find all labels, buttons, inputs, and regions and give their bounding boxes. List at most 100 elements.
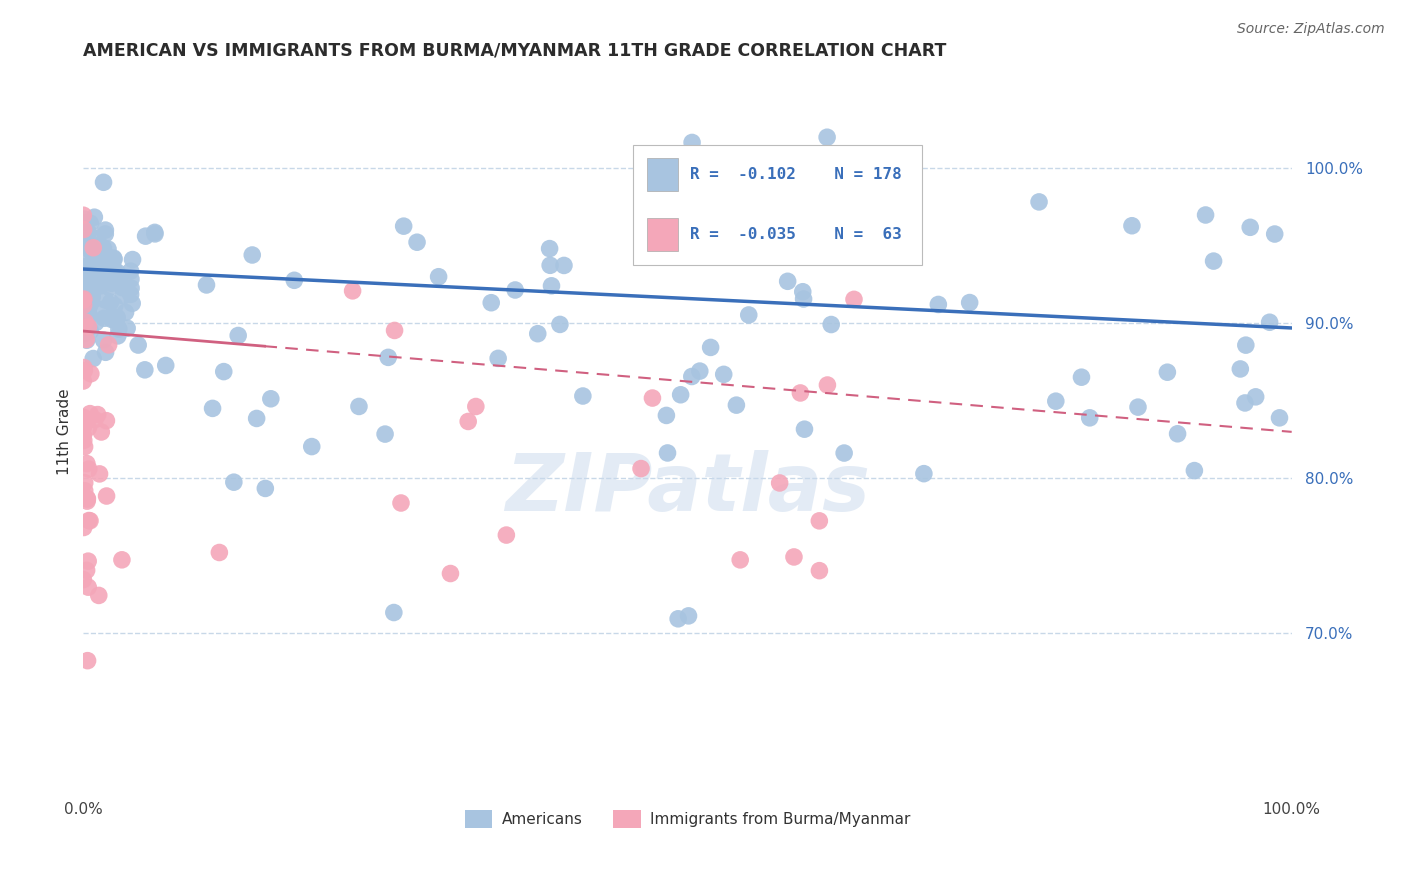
Point xyxy=(100,312,122,326)
Point xyxy=(84,274,107,288)
Point xyxy=(83,261,105,276)
Point xyxy=(1121,219,1143,233)
Point xyxy=(439,566,461,581)
Point xyxy=(72,374,94,388)
Point xyxy=(479,295,502,310)
Point xyxy=(112,289,135,303)
Point xyxy=(793,292,815,306)
Point xyxy=(143,227,166,241)
Point xyxy=(1045,394,1067,409)
Point xyxy=(73,292,96,306)
Point xyxy=(76,333,98,347)
Point xyxy=(240,248,263,262)
Point xyxy=(83,257,105,271)
Point xyxy=(374,427,396,442)
Point xyxy=(93,175,115,189)
Point xyxy=(155,359,177,373)
Point xyxy=(80,367,103,381)
Point xyxy=(73,212,96,227)
Point xyxy=(103,252,125,267)
Point xyxy=(77,307,100,321)
Point xyxy=(959,295,981,310)
Point xyxy=(82,230,104,244)
Legend: Americans, Immigrants from Burma/Myanmar: Americans, Immigrants from Burma/Myanmar xyxy=(458,804,917,834)
Point xyxy=(720,235,742,250)
Point xyxy=(1182,464,1205,478)
Point xyxy=(73,520,96,534)
Point xyxy=(681,369,703,384)
Text: R =  -0.102    N = 178: R = -0.102 N = 178 xyxy=(690,168,901,182)
Point xyxy=(713,368,735,382)
Point xyxy=(82,290,104,304)
Point xyxy=(120,281,142,295)
Point xyxy=(108,274,131,288)
Point xyxy=(79,216,101,230)
Point xyxy=(96,489,118,503)
Point xyxy=(111,281,134,295)
Point xyxy=(72,420,94,434)
Point xyxy=(89,238,111,252)
Point xyxy=(121,296,143,310)
Point xyxy=(1078,410,1101,425)
Point xyxy=(94,345,117,359)
Point xyxy=(1156,365,1178,379)
Point xyxy=(73,273,96,287)
Point xyxy=(120,264,142,278)
Point xyxy=(82,351,104,366)
Point xyxy=(1264,227,1286,241)
Point xyxy=(1268,410,1291,425)
Point xyxy=(73,327,96,342)
Point xyxy=(655,409,678,423)
Point xyxy=(808,564,831,578)
Point xyxy=(82,241,104,255)
Point xyxy=(134,363,156,377)
Point xyxy=(91,241,114,255)
Point xyxy=(699,340,721,354)
Point xyxy=(73,360,96,375)
Point xyxy=(1194,208,1216,222)
Point xyxy=(89,262,111,277)
Point xyxy=(90,425,112,439)
Point xyxy=(82,270,104,285)
Point xyxy=(738,308,761,322)
Point xyxy=(246,411,269,425)
Point xyxy=(538,258,561,272)
Point xyxy=(79,243,101,257)
Point xyxy=(79,297,101,311)
Point xyxy=(75,256,97,270)
Point xyxy=(72,208,94,222)
Point xyxy=(927,297,949,311)
Point xyxy=(89,467,111,481)
Point xyxy=(769,475,792,490)
Point xyxy=(103,251,125,265)
Point xyxy=(91,302,114,317)
Point xyxy=(212,365,235,379)
Point xyxy=(72,272,94,286)
Point xyxy=(76,277,98,292)
Point xyxy=(93,311,115,326)
Point xyxy=(76,304,98,318)
Point xyxy=(73,475,96,490)
Point xyxy=(681,136,703,150)
Point xyxy=(657,446,679,460)
Point xyxy=(94,227,117,241)
Point xyxy=(84,279,107,293)
Point xyxy=(83,261,105,276)
Point xyxy=(377,351,399,365)
Point xyxy=(73,278,96,293)
Point xyxy=(75,277,97,292)
Point xyxy=(77,421,100,435)
Point xyxy=(254,482,277,496)
Point xyxy=(111,553,134,567)
Point xyxy=(100,295,122,310)
Point xyxy=(96,259,118,273)
Y-axis label: 11th Grade: 11th Grade xyxy=(58,389,72,475)
Point xyxy=(120,272,142,286)
Point xyxy=(77,226,100,240)
Point xyxy=(79,407,101,421)
Point xyxy=(79,514,101,528)
Point xyxy=(115,321,138,335)
Point xyxy=(717,193,740,207)
Point xyxy=(75,333,97,347)
Point xyxy=(75,315,97,329)
